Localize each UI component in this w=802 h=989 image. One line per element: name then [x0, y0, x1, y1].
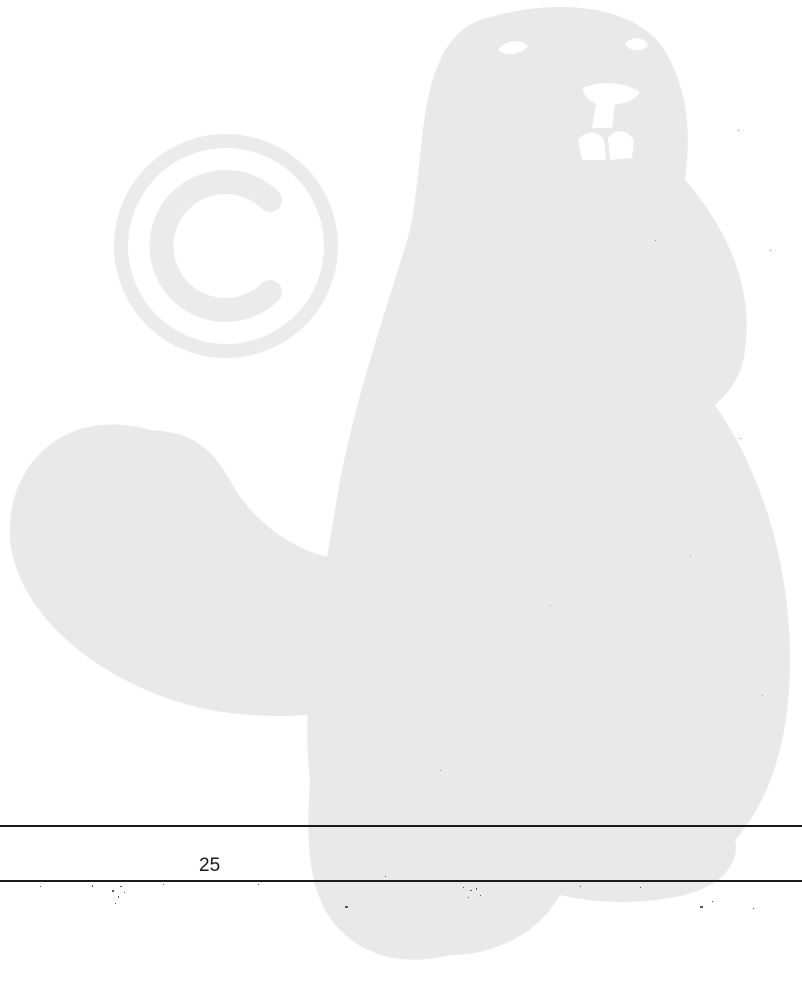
beaver-eyes — [498, 38, 648, 55]
beaver-teeth — [578, 83, 640, 160]
beaver-tail-shape — [9, 424, 360, 716]
beaver-body-shape — [307, 7, 790, 960]
footer-rule-top — [0, 825, 802, 827]
copyright-icon — [114, 134, 338, 358]
page-number: 25 — [199, 855, 221, 876]
footer-rule-bottom — [0, 880, 802, 882]
